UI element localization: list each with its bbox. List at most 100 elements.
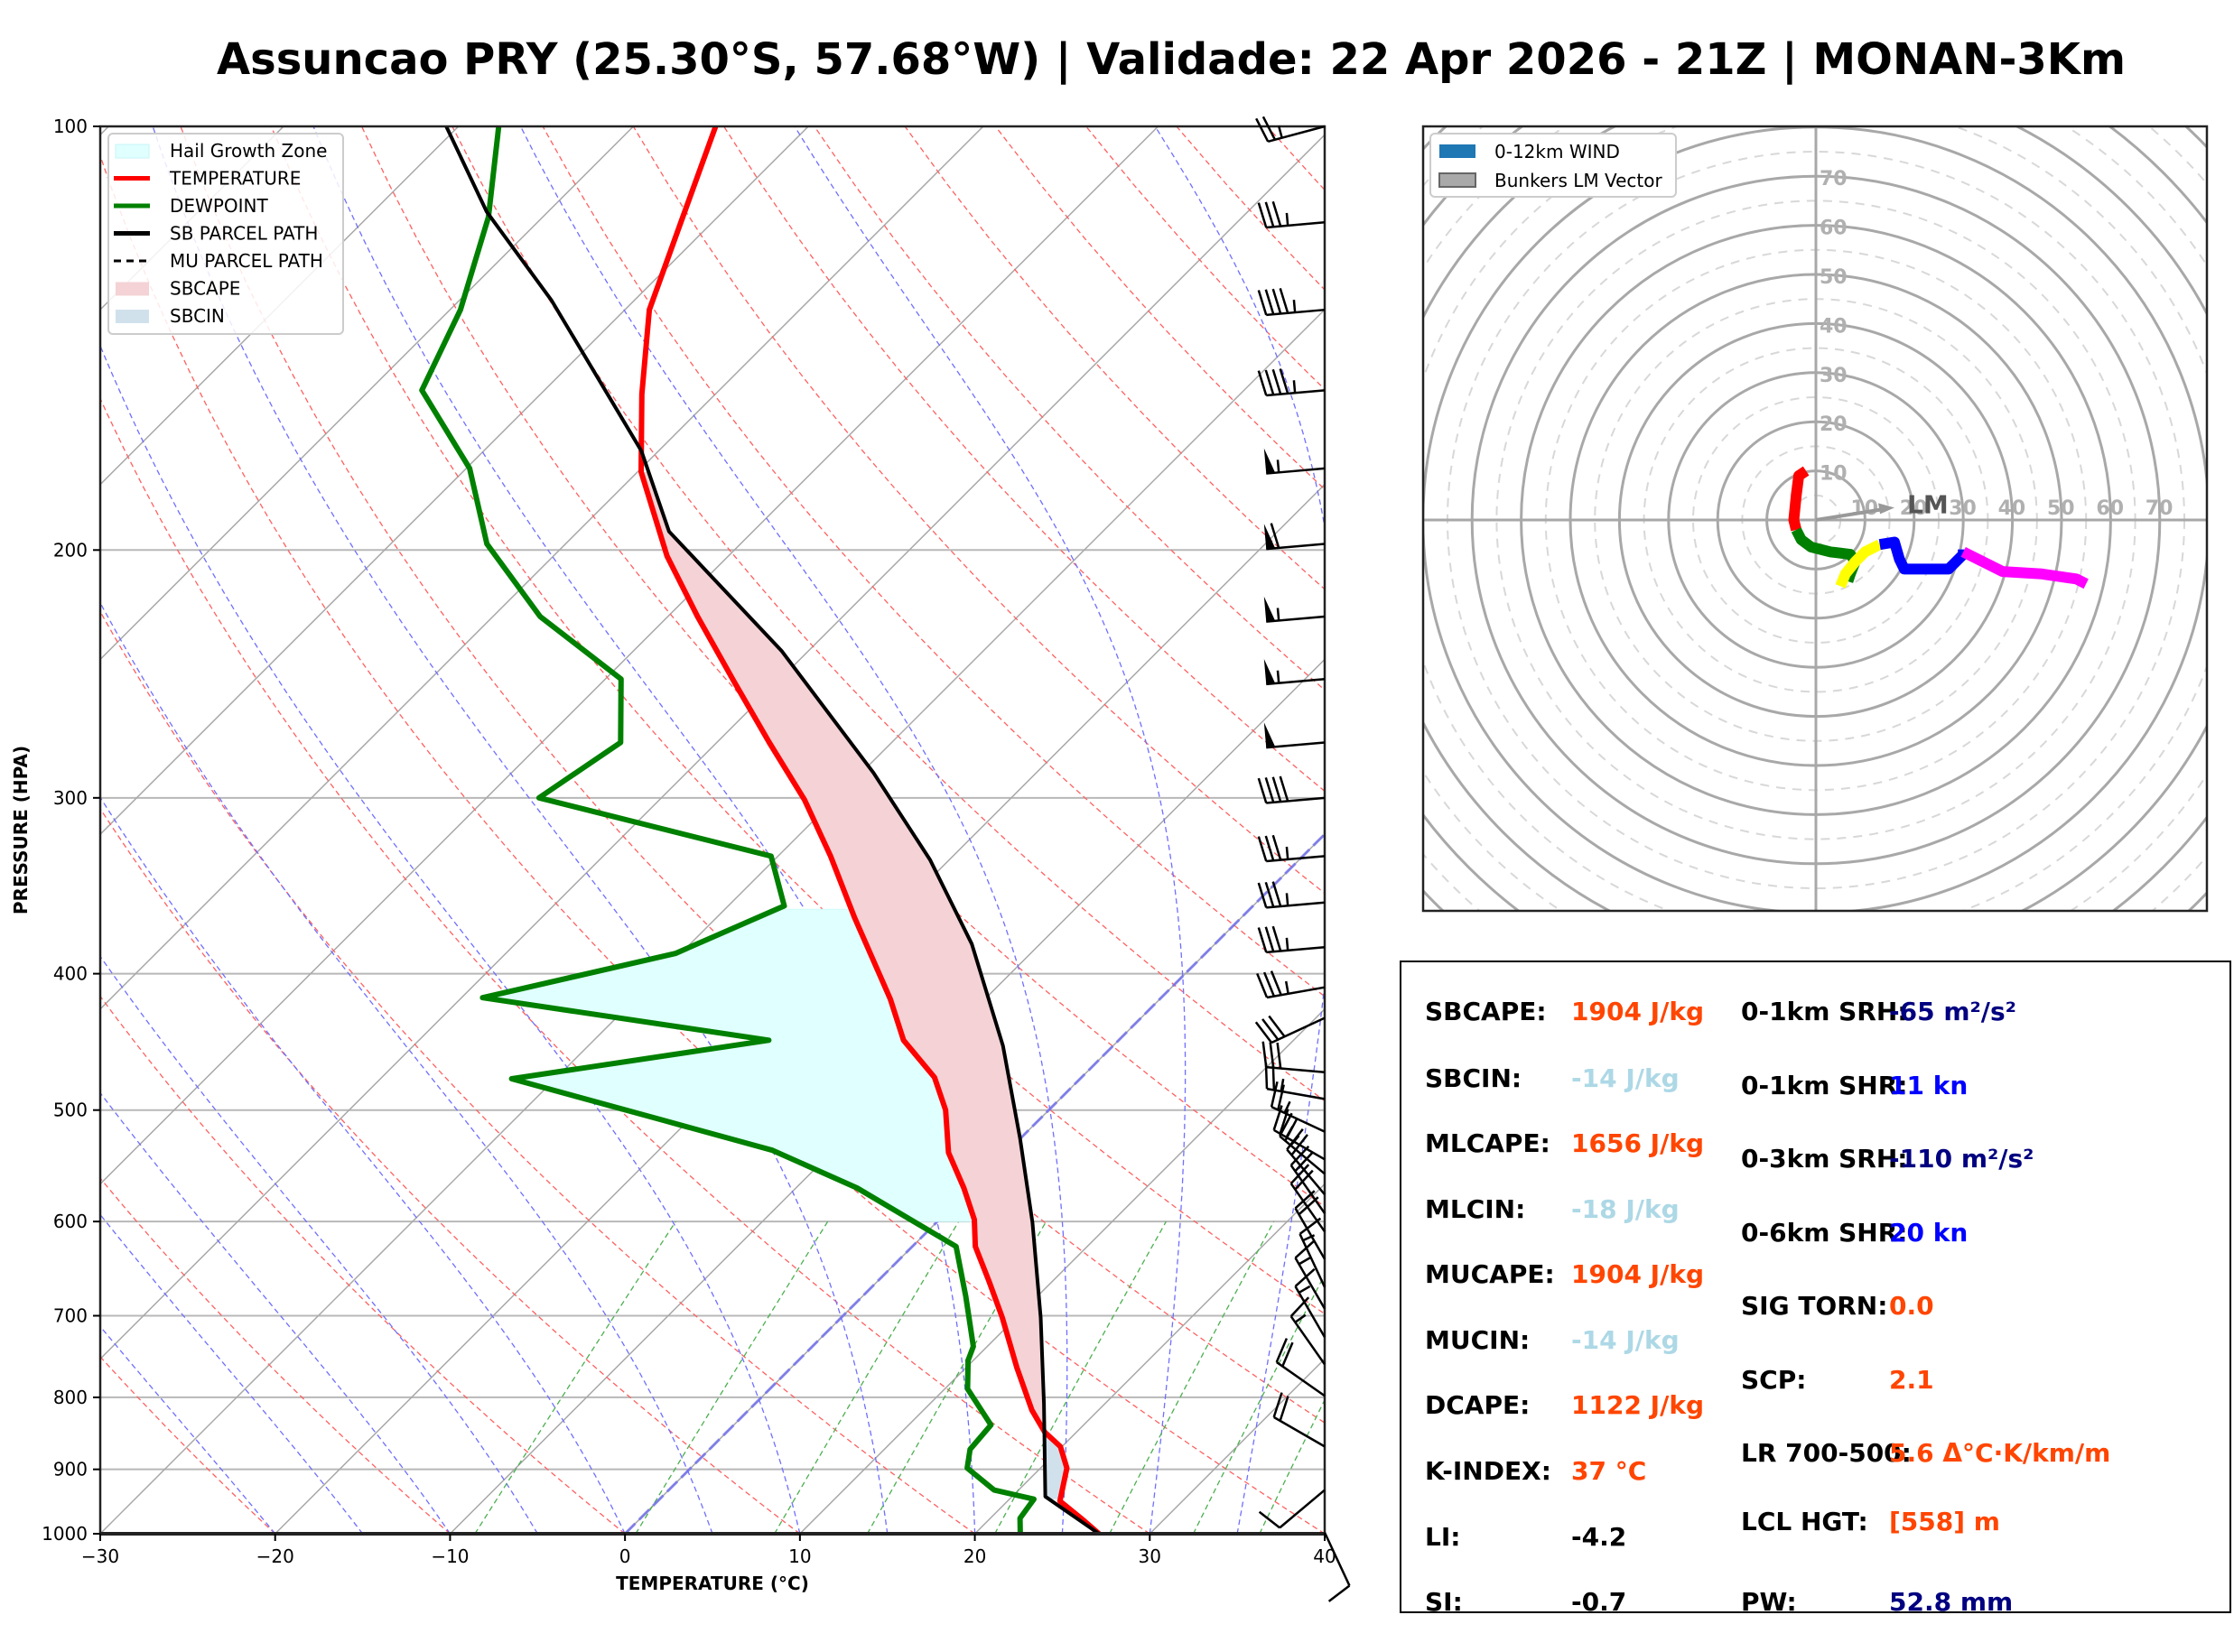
mixing-ratio-line [994, 1220, 1167, 1534]
dewpoint-line [419, 126, 1037, 1534]
barb-full [1256, 972, 1269, 998]
barb-staff [1299, 1233, 1326, 1288]
barb-full [1268, 1015, 1286, 1038]
barb-half [1298, 1285, 1311, 1294]
stat-value: -18 J/kg [1571, 1194, 1680, 1224]
lm-vector-head [1878, 503, 1895, 515]
wind-barb [1294, 1239, 1326, 1310]
barb-full [1272, 1392, 1283, 1418]
x-tick-label: 30 [1139, 1545, 1161, 1567]
barb-full [1279, 775, 1289, 802]
y-axis-title: PRESSURE (HPA) [10, 746, 32, 914]
x-tick-label: 20 [963, 1545, 986, 1567]
y-tick-label: 800 [53, 1387, 88, 1408]
dry-adiabat [100, 995, 626, 1534]
skewt-legend: Hail Growth Zone TEMPERATURE DEWPOINT SB PA… [107, 133, 344, 335]
barb-full [1257, 836, 1268, 862]
barb-full [1290, 1134, 1308, 1156]
moist-adiabat [100, 1213, 364, 1534]
barb-full [1294, 1267, 1316, 1287]
barb-full [1279, 368, 1289, 394]
dry-adiabat [632, 126, 1325, 895]
barb-full [1261, 116, 1277, 141]
wind-barb [1257, 834, 1326, 863]
stat-label: 0-1km SRH: [1741, 997, 1908, 1026]
barb-full [1270, 970, 1282, 996]
wind-barb [1294, 1190, 1326, 1260]
y-tick-label: 100 [53, 116, 88, 137]
isotherm-line [100, 126, 460, 486]
legend-swatch [116, 310, 149, 323]
stat-value: -14 J/kg [1571, 1063, 1680, 1093]
mixing-ratio-line [866, 1220, 1047, 1534]
legend-swatch [116, 282, 149, 296]
barb-full [1289, 1296, 1310, 1318]
barb-staff [1267, 125, 1326, 144]
moist-adiabat [100, 955, 538, 1534]
wind-barb [1257, 881, 1326, 909]
legend-label: SB PARCEL PATH [170, 223, 318, 245]
wind-barb [1257, 925, 1326, 954]
stat-label: PW: [1741, 1587, 1797, 1617]
wind-barb [1263, 448, 1326, 475]
x-tick-label: −20 [256, 1545, 294, 1567]
stat-value: -0.7 [1571, 1587, 1627, 1617]
stat-value: 2.1 [1889, 1365, 1934, 1395]
barb-full [1254, 1021, 1273, 1044]
mixing-ratio-line [474, 1220, 676, 1534]
hodo-ring-label-v: 70 [1820, 168, 1848, 190]
barb-staff [1266, 467, 1326, 475]
stat-label: LCL HGT: [1741, 1507, 1868, 1536]
stat-label: MLCIN: [1425, 1194, 1526, 1224]
hodo-ring-label-h: 70 [2146, 497, 2173, 520]
plot-area [100, 126, 1325, 1534]
stat-label: 0-1km SHR: [1741, 1071, 1908, 1100]
stat-label: SIG TORN: [1741, 1291, 1888, 1321]
legend-frame [107, 133, 344, 335]
mixing-ratio-line [1259, 1398, 1325, 1534]
isotherm-line [100, 126, 634, 661]
barb-full [1271, 200, 1282, 227]
stat-value: 52.8 mm [1889, 1587, 2014, 1617]
barb-staff [1279, 1135, 1326, 1175]
dry-adiabat [100, 153, 1325, 1534]
stats-panel: SBCAPE: 1904 J/kg SBCIN: -14 J/kg MLCAPE: 165… [1400, 961, 2231, 1617]
barb-full [1286, 1128, 1304, 1151]
wind-barb [1257, 368, 1326, 397]
wind-barb [1263, 523, 1326, 551]
barb-staff [1266, 1087, 1326, 1100]
moist-adiabat [1154, 126, 1325, 1534]
barb-staff [1266, 615, 1326, 623]
barb-full [1294, 1151, 1314, 1173]
mixing-ratio-line [1109, 1220, 1275, 1534]
barb-full [1275, 1338, 1289, 1363]
hodo-ring-label-v: 20 [1820, 413, 1848, 436]
barb-staff [1266, 221, 1326, 229]
barb-full [1264, 777, 1275, 803]
plot-frame [98, 125, 1326, 1536]
hodo-ring-label-v: 30 [1820, 365, 1848, 387]
wind-barb [1270, 1081, 1326, 1133]
y-tick-label: 1000 [42, 1523, 88, 1545]
barb-staff [1273, 1415, 1326, 1448]
barb-full [1284, 1117, 1299, 1142]
legend-label: SBCAPE [170, 278, 240, 300]
legend-swatch [115, 144, 150, 159]
stat-label: LI: [1425, 1522, 1461, 1552]
stat-label: 0-6km SHR: [1741, 1218, 1908, 1248]
stat-value: -110 m²/s² [1889, 1144, 2034, 1174]
stat-value: -65 m²/s² [1889, 997, 2016, 1026]
stat-label: DCAPE: [1425, 1390, 1531, 1420]
barb-full [1264, 926, 1275, 952]
hodo-segment-3-6km [1835, 539, 1883, 589]
stat-label: SCP: [1741, 1365, 1807, 1395]
barb-full [1279, 1109, 1289, 1135]
wind-barb [1256, 970, 1326, 999]
barb-staff [1266, 945, 1326, 954]
stat-value: 20 kn [1889, 1218, 1969, 1248]
stat-value: 5.6 Δ°C·K/km/m [1889, 1438, 2111, 1468]
y-tick-label: 200 [53, 539, 88, 561]
barb-full [1270, 523, 1280, 549]
dry-adiabat [180, 126, 1325, 1424]
